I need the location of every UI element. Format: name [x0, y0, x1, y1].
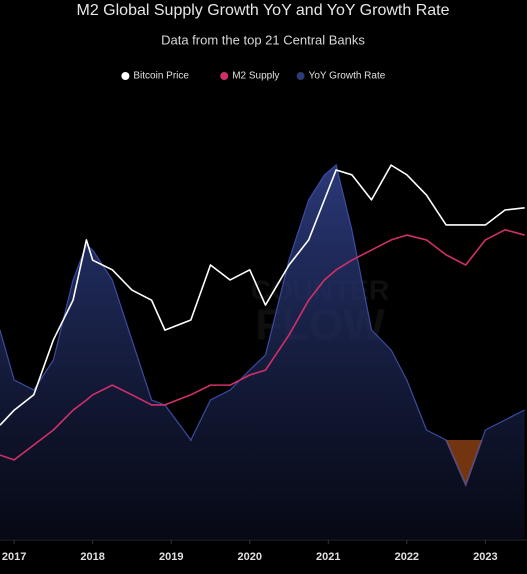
x-tick-label: 2020 [238, 551, 262, 563]
x-tick-label: 2022 [395, 551, 419, 563]
x-tick-label: 2017 [2, 551, 26, 563]
x-tick-label: 2018 [80, 551, 104, 563]
x-tick-label: 2023 [473, 551, 497, 563]
x-tick-label: 2019 [159, 551, 183, 563]
series-line [0, 164, 525, 426]
legend-label: Bitcoin Price [133, 71, 189, 82]
legend-marker [220, 72, 229, 80]
negative-area [0, 440, 525, 485]
plot-area: COUNTERFLOW2017201820192020202120222023 [0, 163, 527, 563]
legend-label: YoY Growth Rate [309, 71, 386, 82]
chart-subtitle: Data from the top 21 Central Banks [161, 32, 365, 47]
legend: Bitcoin Price M2 Supply YoY Growth Rate [121, 71, 386, 82]
x-tick-label: 2021 [316, 551, 340, 563]
chart-title: M2 Global Supply Growth YoY and YoY Grow… [77, 2, 450, 19]
legend-label: M2 Supply [232, 71, 279, 82]
legend-marker [296, 72, 305, 80]
series-line [0, 229, 525, 461]
area [0, 165, 525, 540]
legend-marker [121, 72, 130, 80]
